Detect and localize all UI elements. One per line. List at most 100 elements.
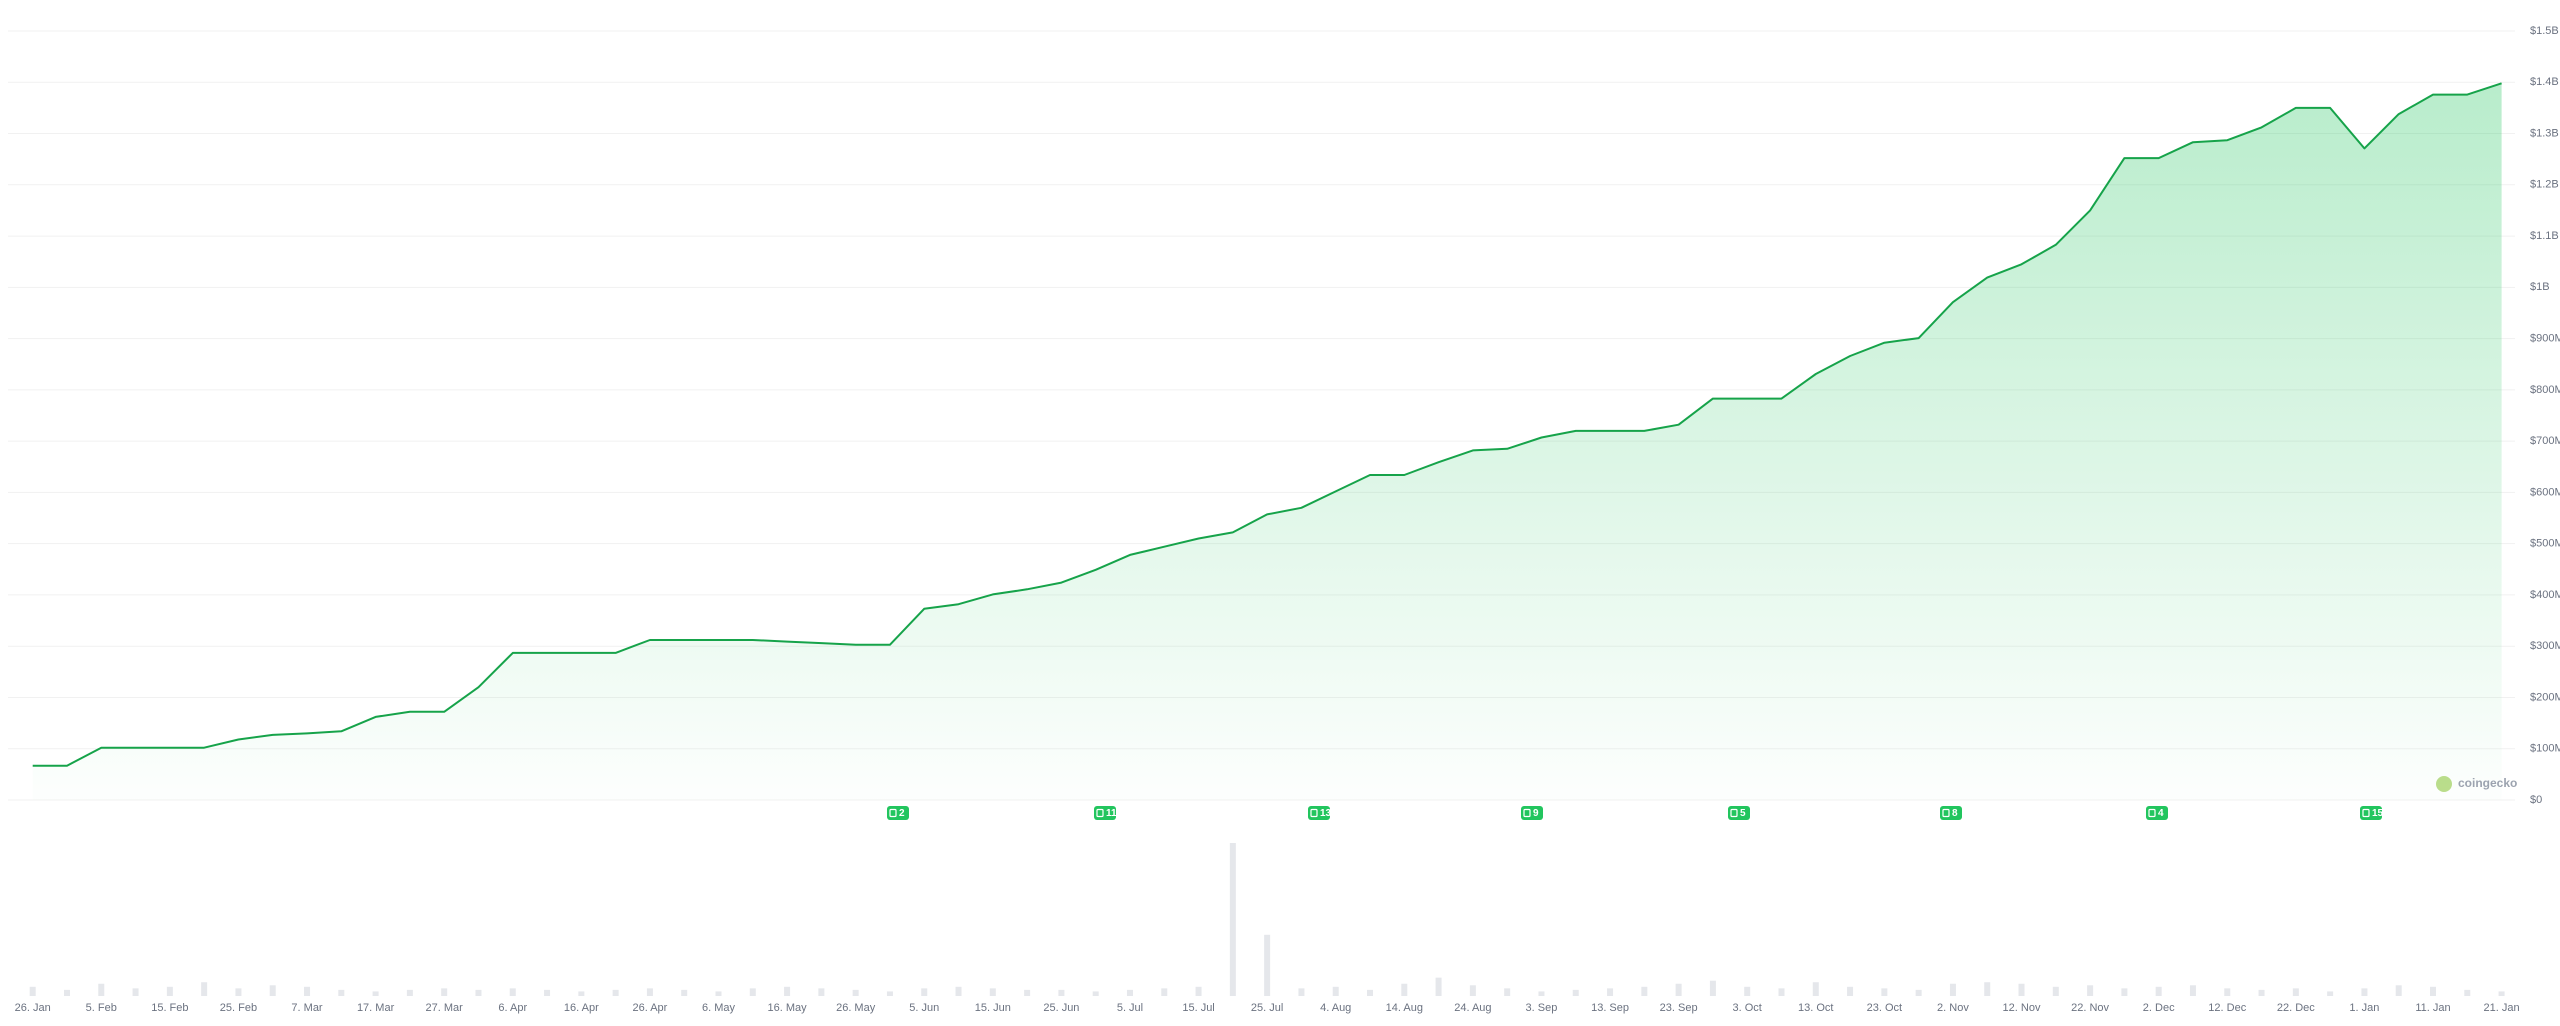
volume-bar [818,988,825,996]
volume-bar [441,988,448,996]
volume-bar [304,986,311,996]
volume-bar [2361,988,2368,996]
volume-bar [1744,986,1751,996]
x-tick-label: 16. May [768,1002,808,1014]
volume-bar [784,986,791,996]
event-badge-icon [889,808,897,818]
x-tick-label: 3. Oct [1733,1002,1762,1014]
volume-bar [1161,988,1168,996]
x-tick-label: 23. Oct [1867,1002,1902,1014]
volume-bar [2018,983,2025,996]
event-badge-icon [1523,808,1531,818]
volume-bar [921,988,928,996]
volume-bar [29,986,36,996]
x-tick-label: 22. Nov [2071,1002,2109,1014]
volume-bar [1298,988,1305,996]
y-tick-label: $1.5B [2530,25,2559,37]
x-tick-label: 15. Jul [1182,1002,1214,1014]
event-badge-count: 2 [899,808,905,819]
x-tick-label: 5. Jul [1117,1002,1143,1014]
event-badge-count: 5 [1740,808,1746,819]
volume-bar [2121,988,2128,996]
volume-bar [1092,991,1099,996]
volume-bar [98,983,105,996]
volume-bar [201,982,208,996]
volume-bar [1709,980,1716,996]
event-badge-count: 13 [1320,808,1332,819]
watermark-text: coingecko [2458,776,2517,790]
event-badge[interactable]: 11 [1094,806,1117,820]
volume-bar [269,985,276,996]
volume-bar [1984,982,1991,996]
x-tick-label: 25. Jun [1043,1002,1079,1014]
event-badge-count: 4 [2158,808,2164,819]
volume-bar [2052,986,2059,996]
event-badge-count: 8 [1952,808,1958,819]
volume-bar [578,991,585,996]
y-tick-label: $1B [2530,281,2550,293]
volume-bar [2464,989,2471,996]
volume-bar [1504,988,1511,996]
x-tick-label: 26. Jan [15,1002,51,1014]
x-tick-label: 25. Jul [1251,1002,1283,1014]
x-tick-label: 6. May [702,1002,736,1014]
x-tick-label: 14. Aug [1386,1002,1423,1014]
volume-bar [1195,986,1202,996]
y-tick-label: $800M [2530,384,2560,396]
x-tick-label: 4. Aug [1320,1002,1351,1014]
volume-bar [166,986,173,996]
event-badge-icon [1310,808,1318,818]
watermark: coingecko [2436,776,2517,792]
event-badge[interactable]: 15 [2360,806,2384,820]
x-tick-label: 25. Feb [220,1002,257,1014]
volume-bar [1229,843,1236,996]
x-tick-label: 26. May [836,1002,876,1014]
x-tick-label: 15. Jun [975,1002,1011,1014]
x-tick-label: 12. Nov [2003,1002,2041,1014]
volume-bar [475,989,482,996]
volume-bar [1332,986,1339,996]
volume-bar [2087,985,2094,996]
event-badge[interactable]: 4 [2146,806,2168,820]
x-tick-label: 11. Jan [2415,1002,2450,1014]
volume-bar [1264,934,1271,996]
volume-bar [1607,988,1614,996]
event-badge[interactable]: 5 [1728,806,1750,820]
volume-bar [1572,989,1579,996]
volume-bar [2224,988,2231,996]
event-badge[interactable]: 8 [1940,806,1962,820]
y-tick-label: $1.1B [2530,230,2559,242]
event-badge[interactable]: 9 [1521,806,1543,820]
x-tick-label: 12. Dec [2208,1002,2246,1014]
volume-bar [646,988,653,996]
volume-bar [509,988,516,996]
volume-bar [1469,985,1476,996]
volume-bar [2395,985,2402,996]
volume-bar [2430,986,2436,996]
volume-bar [2498,991,2505,996]
x-tick-label: 3. Sep [1526,1002,1558,1014]
volume-bar [1538,991,1545,996]
x-tick-label: 6. Apr [498,1002,527,1014]
x-tick-label: 22. Dec [2277,1002,2315,1014]
volume-bar [63,989,70,996]
event-badge-count: 15 [2372,808,2384,819]
x-tick-label: 26. Apr [632,1002,667,1014]
volume-bar [715,991,722,996]
volume-bar [338,989,345,996]
x-tick-label: 13. Oct [1798,1002,1833,1014]
volume-bar [2292,988,2299,996]
volume-bar [372,991,379,996]
event-badge[interactable]: 13 [1308,806,1332,820]
event-badge-icon [1730,808,1738,818]
y-tick-label: $300M [2530,640,2560,652]
area [32,83,2502,801]
volume-bar [406,989,413,996]
event-badge[interactable]: 2 [887,806,909,820]
y-tick-label: $1.2B [2530,179,2559,191]
x-tick-label: 15. Feb [151,1002,188,1014]
volume-bar [1847,986,1854,996]
volume-bar [749,988,756,996]
volume-bar [1641,986,1648,996]
